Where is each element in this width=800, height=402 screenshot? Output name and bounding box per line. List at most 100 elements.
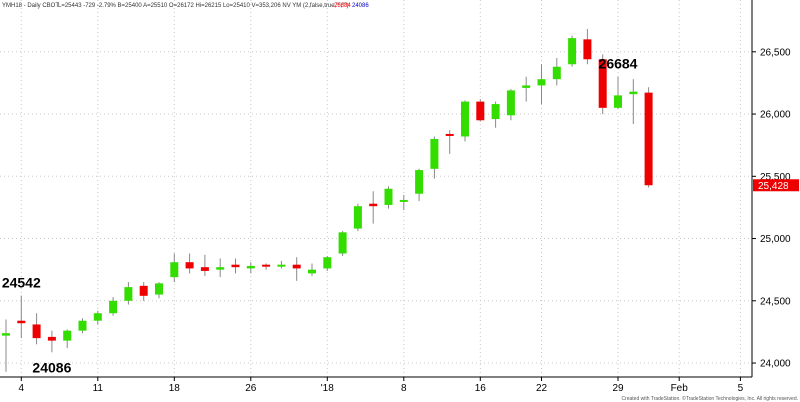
last-price-badge bbox=[753, 179, 799, 192]
candle-body-up bbox=[522, 85, 531, 88]
header-hi-value: 26684 bbox=[334, 3, 351, 9]
candle-body-down bbox=[292, 264, 301, 269]
candle-body-down bbox=[185, 262, 194, 269]
x-tick-label: '18 bbox=[321, 383, 334, 394]
candle bbox=[338, 231, 347, 256]
candle bbox=[629, 79, 638, 125]
candle-body-down bbox=[262, 264, 271, 267]
x-tick-label: 29 bbox=[612, 383, 624, 394]
candle bbox=[384, 186, 393, 209]
candle-body-up bbox=[399, 199, 408, 202]
candle bbox=[537, 64, 546, 105]
high-annotation: 24542 bbox=[2, 275, 41, 291]
candle bbox=[78, 318, 87, 334]
candle-body-up bbox=[430, 138, 439, 169]
y-tick-label: 26,000 bbox=[760, 110, 791, 121]
candle-body-down bbox=[369, 203, 378, 207]
candle-body-up bbox=[629, 91, 638, 95]
x-tick-label: 4 bbox=[19, 383, 25, 394]
candles-layer bbox=[2, 28, 653, 372]
candle-body-up bbox=[124, 287, 133, 301]
candle bbox=[476, 99, 485, 122]
candle bbox=[308, 263, 316, 276]
candle-body-up bbox=[155, 283, 163, 295]
last-price-label: 25,428 bbox=[758, 181, 789, 192]
candle-body-down bbox=[598, 59, 607, 108]
candle-body-down bbox=[200, 267, 209, 271]
candle bbox=[415, 168, 424, 202]
candle bbox=[292, 257, 301, 281]
candle-body-up bbox=[461, 101, 469, 137]
last-price-marker: 25,428 bbox=[753, 179, 799, 192]
high-annotation: 26684 bbox=[599, 56, 638, 72]
candle-body-down bbox=[17, 320, 26, 324]
candle-body-down bbox=[644, 92, 653, 186]
candle-body-up bbox=[93, 313, 102, 321]
y-tick-label: 26,500 bbox=[760, 47, 791, 58]
candle bbox=[32, 313, 41, 345]
candle-body-up bbox=[277, 264, 286, 267]
candle-body-down bbox=[47, 336, 56, 341]
header-stats: L=25443 -729 -2.79% B=25400 A=25510 O=26… bbox=[58, 3, 348, 9]
candle-body-up bbox=[170, 262, 179, 278]
candle bbox=[353, 203, 362, 232]
y-tick-label: 25,000 bbox=[760, 234, 791, 245]
y-tick-label: 24,000 bbox=[760, 359, 791, 370]
low-annotation: 24086 bbox=[32, 359, 71, 375]
candle-body-up bbox=[353, 206, 362, 229]
candle bbox=[568, 35, 577, 67]
candle bbox=[369, 191, 378, 224]
candle-body-up bbox=[415, 170, 424, 194]
candle bbox=[598, 54, 607, 115]
grid-lines bbox=[0, 0, 752, 377]
high-low-annotations: 24542 24086 26684 bbox=[2, 56, 638, 376]
candle-body-up bbox=[338, 232, 347, 254]
candle-body-up bbox=[109, 300, 118, 314]
candle bbox=[522, 76, 531, 102]
candle-body-up bbox=[323, 257, 332, 269]
candle bbox=[491, 101, 500, 128]
credit-text: Created with TradeStation. ©TradeStation… bbox=[621, 395, 798, 402]
candle bbox=[614, 76, 622, 110]
y-tick-label: 24,500 bbox=[760, 296, 791, 307]
candle bbox=[323, 255, 332, 271]
candle-body-down bbox=[583, 39, 592, 60]
x-tick-label: 5 bbox=[738, 383, 744, 394]
candle bbox=[155, 282, 163, 299]
candle bbox=[170, 253, 179, 283]
candle-body-up bbox=[308, 269, 316, 274]
x-tick-label: 18 bbox=[169, 383, 181, 394]
candle-body-up bbox=[384, 188, 393, 205]
candle bbox=[200, 254, 209, 276]
candle-body-down bbox=[445, 133, 454, 136]
candle bbox=[246, 262, 255, 274]
candle-body-up bbox=[246, 265, 255, 269]
candle bbox=[124, 282, 133, 305]
candle-body-up bbox=[491, 104, 500, 120]
candle bbox=[506, 89, 515, 121]
candle-body-up bbox=[63, 330, 72, 341]
candle bbox=[47, 330, 56, 353]
price-axis-ticks: 24,000 24,500 25,000 25,500 26,000 26,500 bbox=[752, 47, 791, 370]
y-tick-label: 25,500 bbox=[760, 172, 791, 183]
candle-body-down bbox=[139, 285, 148, 296]
candle bbox=[399, 194, 408, 210]
x-tick-label: 8 bbox=[401, 383, 407, 394]
candle bbox=[231, 258, 240, 274]
candle bbox=[583, 28, 592, 65]
candle bbox=[262, 263, 271, 270]
candle bbox=[139, 282, 148, 301]
candle bbox=[552, 58, 561, 86]
candle-body-down bbox=[32, 324, 41, 339]
candle bbox=[277, 260, 286, 269]
candle bbox=[93, 310, 102, 325]
candle-body-up bbox=[78, 320, 87, 331]
candle-body-up bbox=[614, 95, 622, 108]
header-symbol: YMH18 - Daily CBOT bbox=[2, 3, 59, 9]
candle-body-up bbox=[537, 79, 546, 86]
x-tick-label: 11 bbox=[93, 383, 104, 394]
x-tick-label: 26 bbox=[245, 383, 257, 394]
candle bbox=[445, 130, 454, 154]
